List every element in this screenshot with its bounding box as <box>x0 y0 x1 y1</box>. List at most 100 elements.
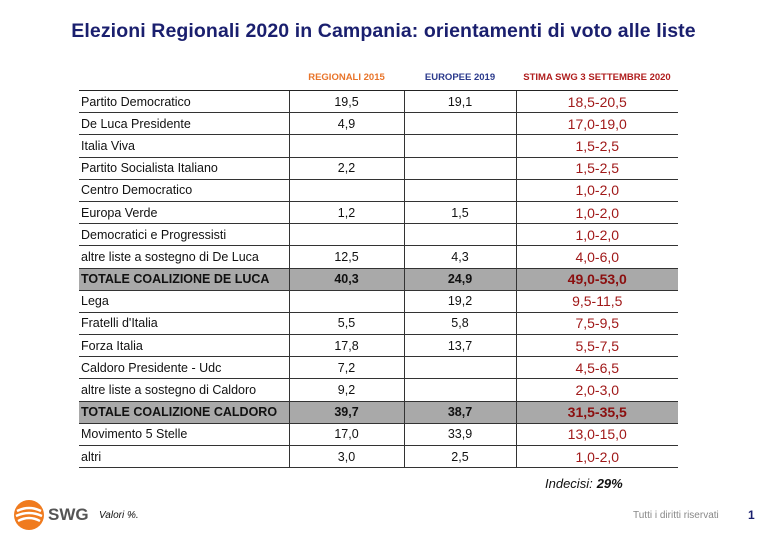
cell-regionali-2015: 2,2 <box>288 157 404 180</box>
cell-stima-swg: 31,5-35,5 <box>515 401 678 424</box>
header-blank <box>79 64 289 91</box>
cell-stima-swg: 1,5-2,5 <box>515 157 678 180</box>
cell-regionali-2015: 3,0 <box>288 445 404 469</box>
cell-europee-2019 <box>403 112 516 136</box>
table-body: Partito Democratico 19,5 19,1 18,5-20,5 De L… <box>79 90 678 469</box>
cell-regionali-2015: 39,7 <box>288 401 404 424</box>
row-label: Caldoro Presidente - Udc <box>79 356 289 380</box>
cell-europee-2019 <box>403 378 516 402</box>
row-label: Partito Socialista Italiano <box>79 157 289 180</box>
page-title: Elezioni Regionali 2020 in Campania: ori… <box>71 20 696 42</box>
row-label: Centro Democratico <box>79 179 289 202</box>
row-label: Forza Italia <box>79 334 289 358</box>
cell-europee-2019: 19,2 <box>403 290 516 313</box>
cell-europee-2019: 2,5 <box>403 445 516 469</box>
cell-regionali-2015: 4,9 <box>288 112 404 136</box>
table-row: Caldoro Presidente - Udc 7,2 4,5-6,5 <box>79 356 678 380</box>
header-stima-swg: STIMA SWG 3 SETTEMBRE 2020 <box>516 64 678 91</box>
cell-europee-2019 <box>403 179 516 202</box>
swg-brand: SWG <box>48 505 89 524</box>
cell-europee-2019: 1,5 <box>403 201 516 225</box>
cell-stima-swg: 2,0-3,0 <box>515 378 678 402</box>
cell-regionali-2015: 40,3 <box>288 268 404 291</box>
row-label: TOTALE COALIZIONE DE LUCA <box>79 268 289 291</box>
cell-regionali-2015 <box>288 223 404 247</box>
table-row: Fratelli d'Italia 5,5 5,8 7,5-9,5 <box>79 312 678 336</box>
cell-regionali-2015: 5,5 <box>288 312 404 336</box>
row-label: Lega <box>79 290 289 313</box>
total-row: TOTALE COALIZIONE DE LUCA 40,3 24,9 49,0-53… <box>79 268 678 291</box>
table-row: altre liste a sostegno di Caldoro 9,2 2,0-… <box>79 378 678 402</box>
header-europee-2019: EUROPEE 2019 <box>404 64 516 91</box>
row-label: altri <box>79 445 289 469</box>
table-row: Democratici e Progressisti 1,0-2,0 <box>79 223 678 247</box>
row-label: Partito Democratico <box>79 90 289 114</box>
row-label: Movimento 5 Stelle <box>79 423 289 447</box>
cell-stima-swg: 7,5-9,5 <box>515 312 678 336</box>
cell-regionali-2015: 9,2 <box>288 378 404 402</box>
table-row: De Luca Presidente 4,9 17,0-19,0 <box>79 112 678 136</box>
cell-regionali-2015 <box>288 290 404 313</box>
row-label: De Luca Presidente <box>79 112 289 136</box>
cell-stima-swg: 49,0-53,0 <box>515 268 678 291</box>
swg-logo-icon <box>14 500 44 530</box>
table-row: Forza Italia 17,8 13,7 5,5-7,5 <box>79 334 678 358</box>
results-table: REGIONALI 2015 EUROPEE 2019 STIMA SWG 3 … <box>79 64 678 469</box>
cell-stima-swg: 13,0-15,0 <box>515 423 678 447</box>
table-row: Europa Verde 1,2 1,5 1,0-2,0 <box>79 201 678 225</box>
indecisi-value: 29% <box>596 476 623 491</box>
table-row: altri 3,0 2,5 1,0-2,0 <box>79 445 678 469</box>
cell-stima-swg: 1,5-2,5 <box>515 134 678 158</box>
cell-europee-2019: 5,8 <box>403 312 516 336</box>
cell-stima-swg: 1,0-2,0 <box>515 223 678 247</box>
table-row: Partito Socialista Italiano 2,2 1,5-2,5 <box>79 157 678 180</box>
row-label: altre liste a sostegno di De Luca <box>79 245 289 269</box>
cell-regionali-2015: 17,0 <box>288 423 404 447</box>
cell-europee-2019 <box>403 356 516 380</box>
indecisi-note: Indecisi: 29% <box>545 476 623 491</box>
header-row: REGIONALI 2015 EUROPEE 2019 STIMA SWG 3 … <box>79 64 678 91</box>
cell-europee-2019 <box>403 157 516 180</box>
cell-regionali-2015 <box>288 134 404 158</box>
row-label: Italia Viva <box>79 134 289 158</box>
row-label: Europa Verde <box>79 201 289 225</box>
table-row: Centro Democratico 1,0-2,0 <box>79 179 678 202</box>
cell-europee-2019 <box>403 134 516 158</box>
table-row: Italia Viva 1,5-2,5 <box>79 134 678 158</box>
cell-europee-2019: 4,3 <box>403 245 516 269</box>
indecisi-label: Indecisi: <box>545 476 593 491</box>
cell-stima-swg: 1,0-2,0 <box>515 201 678 225</box>
cell-regionali-2015: 17,8 <box>288 334 404 358</box>
cell-stima-swg: 4,5-6,5 <box>515 356 678 380</box>
cell-regionali-2015 <box>288 179 404 202</box>
page-number: 1 <box>748 508 755 522</box>
cell-stima-swg: 18,5-20,5 <box>515 90 678 114</box>
header-regionali-2015: REGIONALI 2015 <box>289 64 404 91</box>
cell-stima-swg: 1,0-2,0 <box>515 179 678 202</box>
row-label: altre liste a sostegno di Caldoro <box>79 378 289 402</box>
row-label: Fratelli d'Italia <box>79 312 289 336</box>
cell-europee-2019: 24,9 <box>403 268 516 291</box>
table-row: altre liste a sostegno di De Luca 12,5 4,3… <box>79 245 678 269</box>
cell-europee-2019: 33,9 <box>403 423 516 447</box>
cell-regionali-2015: 19,5 <box>288 90 404 114</box>
cell-stima-swg: 17,0-19,0 <box>515 112 678 136</box>
cell-europee-2019: 19,1 <box>403 90 516 114</box>
cell-stima-swg: 4,0-6,0 <box>515 245 678 269</box>
row-label: Democratici e Progressisti <box>79 223 289 247</box>
values-note: Valori %. <box>99 510 139 521</box>
cell-regionali-2015: 1,2 <box>288 201 404 225</box>
cell-stima-swg: 1,0-2,0 <box>515 445 678 469</box>
cell-stima-swg: 9,5-11,5 <box>515 290 678 313</box>
cell-stima-swg: 5,5-7,5 <box>515 334 678 358</box>
cell-europee-2019: 38,7 <box>403 401 516 424</box>
table-row: Lega 19,2 9,5-11,5 <box>79 290 678 313</box>
row-label: TOTALE COALIZIONE CALDORO <box>79 401 289 424</box>
cell-regionali-2015: 12,5 <box>288 245 404 269</box>
cell-europee-2019 <box>403 223 516 247</box>
total-row: TOTALE COALIZIONE CALDORO 39,7 38,7 31,5-35… <box>79 401 678 424</box>
cell-europee-2019: 13,7 <box>403 334 516 358</box>
cell-regionali-2015: 7,2 <box>288 356 404 380</box>
rights-notice: Tutti i diritti riservati <box>633 510 719 521</box>
table-row: Movimento 5 Stelle 17,0 33,9 13,0-15,0 <box>79 423 678 447</box>
